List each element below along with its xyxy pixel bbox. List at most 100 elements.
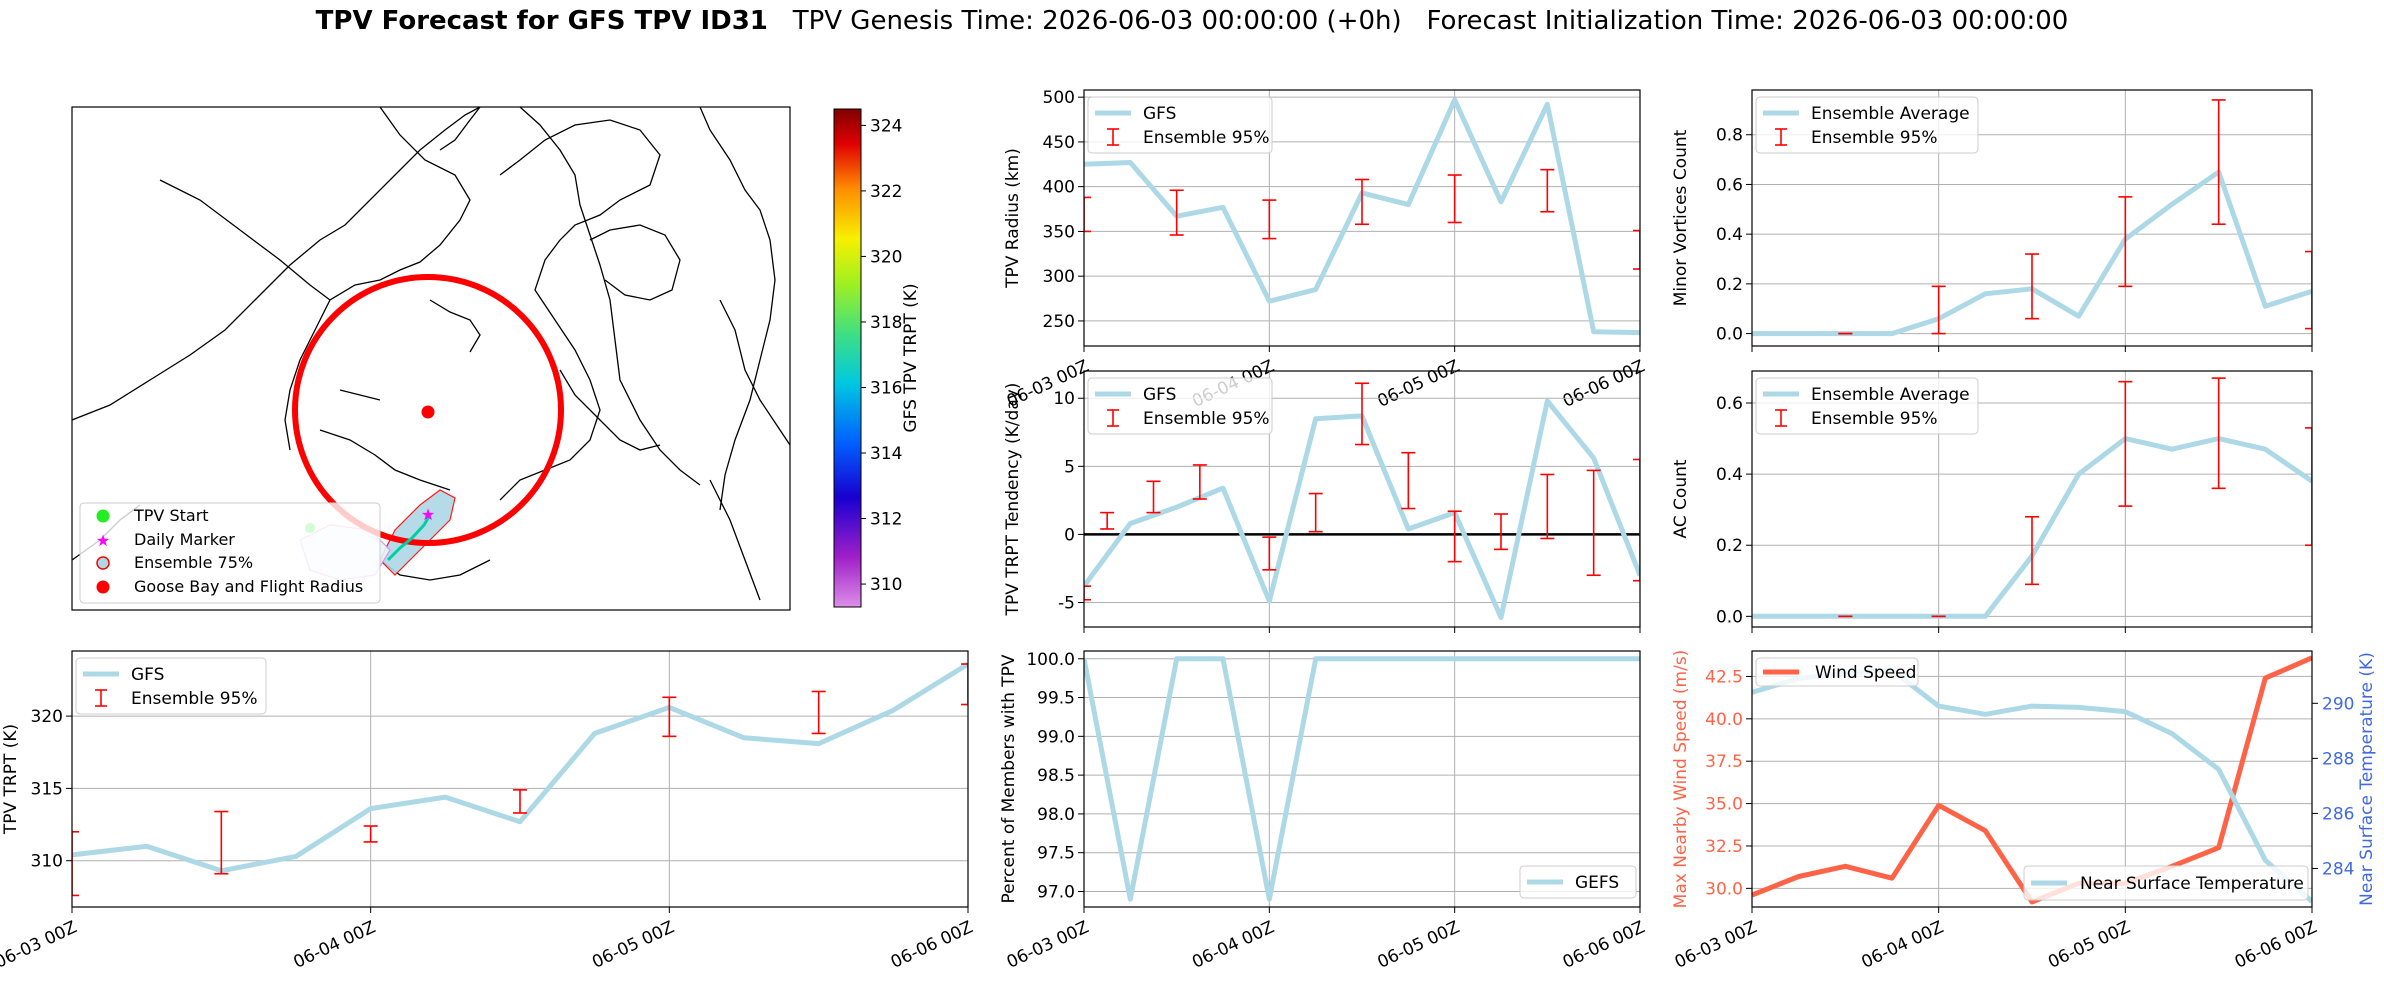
legend-label-series: Ensemble Average [1811, 104, 1970, 124]
flight-radius-circle [292, 274, 564, 546]
y-tick-label: 0.6 [1716, 175, 1743, 195]
legend-box [1755, 657, 1919, 687]
y-tick-label: 500 [1043, 88, 1075, 108]
y-tick-label: -5 [1058, 593, 1075, 613]
legend-label-series: GFS [131, 665, 164, 685]
y-tick-label: 310 [31, 852, 63, 872]
y-tick-label: 0.2 [1716, 275, 1743, 295]
colorbar-tick-label: 312 [870, 510, 902, 530]
axes-frame [1083, 370, 1641, 628]
y2-tick-label: 284 [2322, 859, 2354, 879]
colorbar-tick-label: 310 [870, 575, 902, 595]
chart-trpt: 06-03 00Z 06-04 00Z 06-05 00Z 06-06 00Z 310 3… [0, 650, 976, 973]
y-tick-label: 97.0 [1037, 882, 1075, 902]
colorbar-label: GFS TPV TRPT (K) [901, 283, 921, 432]
series-line-0 [1084, 656, 1640, 902]
map-legend-goose-bay: Goose Bay and Flight Radius [134, 577, 363, 596]
y-tick-label: 350 [1043, 222, 1075, 242]
y2-tick-label: 290 [2322, 694, 2354, 714]
axes-frame [1083, 650, 1641, 908]
x-tick-label: 06-06 00Z [888, 917, 976, 972]
y-axis-label: TPV TRPT (K) [1, 724, 21, 835]
legend: GFS Ensemble 95% [1087, 96, 1273, 154]
colorbar-tick-label: 318 [870, 313, 902, 333]
y-tick-label: 0 [1064, 525, 1075, 545]
y-tick-label: 30.0 [1705, 879, 1743, 899]
x-tick-label: 06-03 00Z [1004, 917, 1092, 972]
axes-frame [71, 650, 969, 908]
x-tick-label: 06-05 00Z [1374, 917, 1462, 972]
y2-tick-label: 286 [2322, 804, 2354, 824]
legend-daily-marker-icon: ★ [96, 531, 110, 550]
legend-wind: Wind Speed [1755, 657, 1919, 687]
legend-box [1519, 865, 1637, 899]
figure-title-init: Forecast Initialization Time: 2026-06-03… [1426, 6, 2069, 36]
x-tick-label: 06-05 00Z [1374, 356, 1462, 411]
axes-frame [1083, 89, 1641, 347]
goose-bay-marker [421, 405, 435, 419]
legend-goose-bay-icon [96, 580, 110, 594]
map-legend-daily-marker: Daily Marker [134, 530, 235, 549]
errorbars [1838, 377, 2312, 618]
y2-tick-label: 288 [2322, 749, 2354, 769]
x-tick-label: 06-06 00Z [1560, 917, 1648, 972]
map-legend-ensemble-75: Ensemble 75% [134, 553, 253, 572]
legend-box [1087, 96, 1273, 154]
map-frame [71, 106, 791, 611]
colorbar-tick-label: 324 [870, 116, 902, 136]
legend: GFS Ensemble 95% [75, 657, 267, 715]
y-tick-label: 35.0 [1705, 795, 1743, 815]
legend-label-series: GFS [1143, 385, 1176, 405]
legend-box [1087, 377, 1273, 435]
y-tick-label: 40.0 [1705, 710, 1743, 730]
errorbars [72, 663, 968, 897]
y-tick-label: 0.8 [1716, 126, 1743, 146]
legend-ensemble-75-icon [96, 556, 110, 570]
y2-axis-label: Near Surface Temperature (K) [2357, 652, 2377, 906]
y-tick-label: 0.0 [1716, 607, 1743, 627]
plot-area [1084, 97, 1640, 336]
legend-box [75, 657, 267, 715]
legend-label-series: GEFS [1575, 873, 1619, 893]
plot-area [72, 661, 968, 897]
x-tick-label: 06-04 00Z [1858, 917, 1946, 972]
y-tick-label: 37.5 [1705, 752, 1743, 772]
legend-label-errorbars: Ensemble 95% [131, 689, 258, 709]
legend-label-errorbars: Ensemble 95% [1143, 409, 1270, 429]
chart-wind_temp: 06-03 00Z 06-04 00Z 06-05 00Z 06-06 00Z 30.0… [1671, 650, 2377, 973]
y-tick-label: 98.5 [1037, 766, 1075, 786]
x-tick-label: 06-06 00Z [1560, 356, 1648, 411]
y-tick-label: 0.0 [1716, 325, 1743, 345]
y-tick-label: 0.6 [1716, 394, 1743, 414]
legend-label-errorbars: Ensemble 95% [1143, 128, 1270, 148]
plot-area [1752, 99, 2312, 337]
colorbar-tick-label: 320 [870, 247, 902, 267]
y-tick-label: 98.0 [1037, 805, 1075, 825]
legend: GEFS [1519, 865, 1637, 899]
map-legend-tpv-start: TPV Start [133, 506, 209, 525]
plot-area [1752, 655, 2312, 905]
colorbar: 324 322 320 318 316 314 312 310 GFS TPV TRPT (K… [833, 108, 921, 608]
legend-temp: Near Surface Temperature [2023, 865, 2309, 901]
x-tick-label: 06-06 00Z [2232, 917, 2320, 972]
colorbar-ticks: 324 322 320 318 316 314 312 310 [861, 116, 902, 595]
y-axis-label: TPV Radius (km) [1003, 148, 1023, 289]
plot-area [1084, 382, 1640, 620]
series-line-0 [1752, 655, 2312, 905]
map-coastlines [72, 107, 790, 601]
y-tick-label: 300 [1043, 267, 1075, 287]
y-axis-label: TPV TRPT Tendency (K/day) [1003, 383, 1023, 617]
colorbar-gradient [833, 108, 862, 608]
y-tick-label: 400 [1043, 178, 1075, 198]
legend-label-errorbars: Ensemble 95% [1811, 409, 1938, 429]
x-tick-label: 06-05 00Z [2045, 917, 2133, 972]
errorbars [1838, 99, 2312, 335]
legend: Ensemble Average Ensemble 95% [1755, 377, 1979, 435]
chart-tendency: -5 0 5 10 TPV TRPT Tendency (K/day) GFS Ensemb… [1003, 370, 1641, 633]
y-tick-label: 32.5 [1705, 837, 1743, 857]
x-tick-label: 06-04 00Z [1189, 917, 1277, 972]
y-tick-label: 100.0 [1026, 650, 1075, 670]
y-tick-label: 97.5 [1037, 844, 1075, 864]
